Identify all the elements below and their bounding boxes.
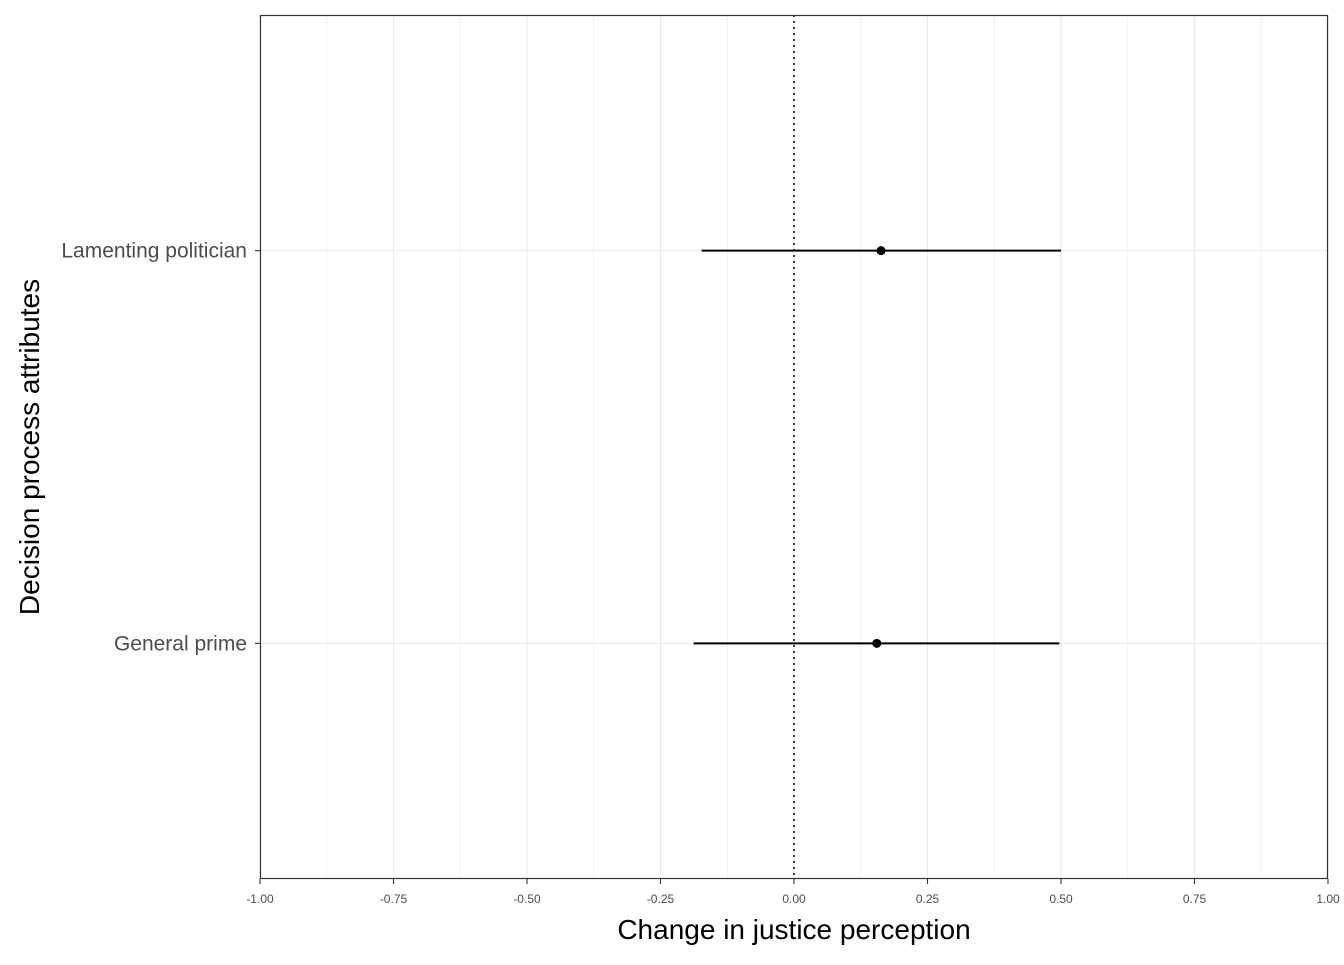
y-axis-ticks: Lamenting politician General prime [61, 240, 260, 655]
y-axis-title: Decision process attributes [14, 279, 45, 615]
x-tick-label: 0.75 [1183, 892, 1207, 906]
x-tick-label: 0.50 [1049, 892, 1073, 906]
y-tick-label: Lamenting politician [61, 240, 247, 263]
x-tick-label: -1.00 [246, 892, 274, 906]
x-tick-label: 0.00 [782, 892, 806, 906]
x-tick-label: -0.50 [513, 892, 541, 906]
x-tick-label: 1.00 [1316, 892, 1340, 906]
estimate-point [872, 638, 882, 648]
y-tick-label: General prime [114, 632, 247, 655]
x-axis-title: Change in justice perception [617, 914, 970, 945]
x-tick-label: -0.25 [647, 892, 675, 906]
estimate-point [876, 246, 886, 256]
points-group [872, 246, 886, 648]
x-axis-ticks: -1.00 -0.75 -0.50 -0.25 0.00 0.25 0.50 0.75 1.00 [246, 879, 1340, 906]
minor-gridlines [326, 15, 1262, 879]
x-tick-label: 0.25 [916, 892, 940, 906]
panel-border [259, 14, 1329, 880]
x-tick-label: -0.75 [380, 892, 408, 906]
